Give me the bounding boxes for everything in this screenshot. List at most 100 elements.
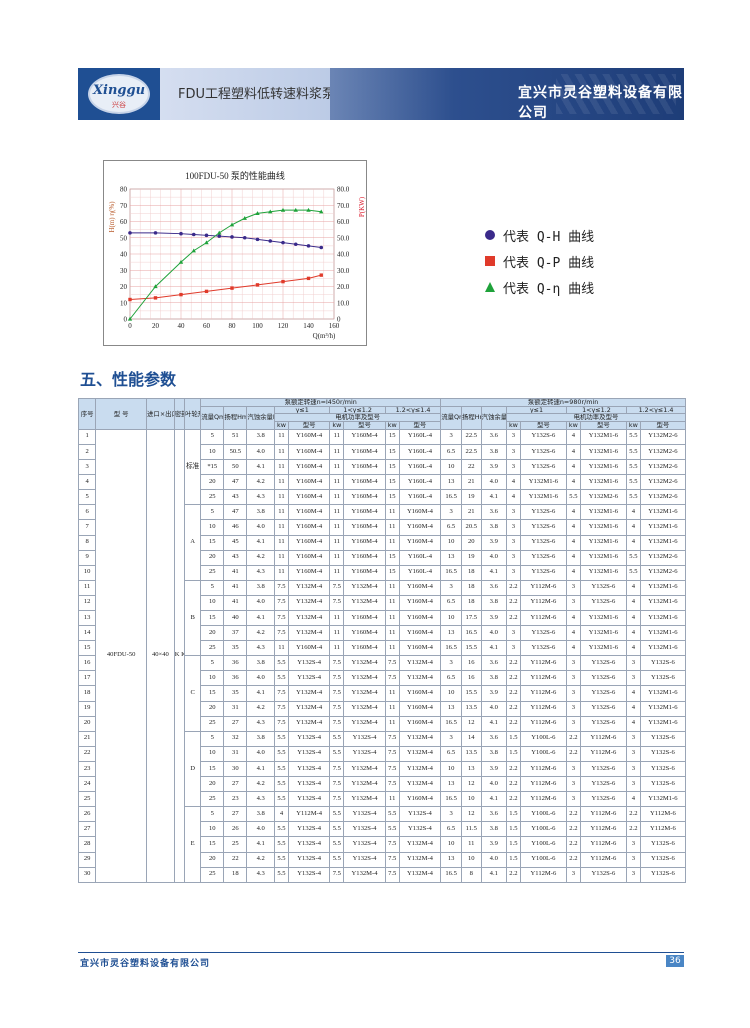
table-cell: 35 <box>223 640 248 657</box>
table-cell: 3.8 <box>246 730 276 747</box>
table-cell: Y132S-4 <box>287 821 331 838</box>
header-motor: 电机功率及型号 <box>274 413 442 423</box>
table-cell: 27 <box>223 806 248 823</box>
table-cell: 8 <box>461 866 482 883</box>
table-cell: 2.2 <box>565 836 581 853</box>
table-cell: 5.5 <box>329 730 345 747</box>
table-cell: 5.5 <box>625 564 641 581</box>
data-point-qh <box>268 239 273 243</box>
table-cell: 3 <box>625 655 641 672</box>
data-point-qeta <box>127 316 133 321</box>
table-cell: 16.5 <box>440 715 462 732</box>
table-cell: 13 <box>461 760 482 778</box>
table-cell: 4 <box>565 428 581 445</box>
table-cell: Y132M1-6 <box>579 564 627 581</box>
data-point-qeta <box>280 207 286 212</box>
table-cell: Y160M-4 <box>287 443 331 461</box>
table-cell: 5.5 <box>329 821 345 838</box>
table-cell: 25 <box>200 564 225 581</box>
table-cell: 5.5 <box>274 836 289 853</box>
table-cell: 11 <box>329 549 345 566</box>
table-cell: 2.2 <box>505 609 521 627</box>
table-cell: 4 <box>565 443 581 461</box>
table-cell: Y132M-4 <box>287 579 331 596</box>
table-cell: Y132M-4 <box>398 730 442 747</box>
table-cell: 11 <box>384 640 400 657</box>
table-cell: 6.5 <box>440 519 462 536</box>
table-cell: *15 <box>200 459 225 476</box>
table-cell: 7.5 <box>329 579 345 596</box>
table-cell: 3 <box>625 836 641 853</box>
table-cell: Y132M2-6 <box>639 474 687 491</box>
table-cell: 3 <box>505 504 521 521</box>
table-cell: Y160M-4 <box>398 715 442 732</box>
table-cell: Y132S-6 <box>519 549 567 566</box>
table-cell: 5.5 <box>329 745 345 762</box>
table-cell: Y132M-4 <box>343 791 386 808</box>
table-cell: 10 <box>440 760 462 778</box>
y-tick-label-right: 0 <box>337 316 341 324</box>
table-cell: 15 <box>200 836 225 853</box>
table-cell: Y160M-4 <box>287 640 331 657</box>
table-cell: 10 <box>200 745 225 762</box>
header-gamma-14: 1.2<γ≤1.4 <box>384 405 442 415</box>
table-cell: 2.2 <box>565 745 581 762</box>
table-cell: Y132M1-6 <box>639 625 687 642</box>
header-kw: kw <box>329 421 345 430</box>
table-cell: Y132M1-6 <box>639 504 687 521</box>
table-cell: 43 <box>223 549 248 566</box>
table-cell: Y160M-4 <box>343 504 386 521</box>
table-cell: 10 <box>440 685 462 702</box>
table-cell: Y160M-4 <box>398 700 442 717</box>
table-cell: 6.5 <box>440 594 462 612</box>
table-cell: 3.8 <box>246 504 276 521</box>
table-cell: 3.9 <box>480 459 507 476</box>
table-cell: 11 <box>274 549 289 566</box>
table-cell: 3 <box>565 685 581 702</box>
table-cell: Y160M-4 <box>287 504 331 521</box>
table-cell: 4.0 <box>246 670 276 687</box>
header-type: 型号 <box>639 421 687 430</box>
table-cell: Y132M-4 <box>398 655 442 672</box>
table-cell: Y132S-6 <box>519 564 567 581</box>
table-cell: Y112M-6 <box>519 715 567 732</box>
table-cell: 50 <box>223 459 248 476</box>
table-cell: 10 <box>440 609 462 627</box>
table-cell: 6.5 <box>440 670 462 687</box>
table-cell: 30 <box>223 760 248 778</box>
header-inout: 进口×出口mm <box>146 398 175 430</box>
table-cell: 3 <box>505 640 521 657</box>
table-cell: 41 <box>223 564 248 581</box>
table-cell: 16.5 <box>440 564 462 581</box>
table-cell-seq: 1 <box>77 428 97 445</box>
y-axis-label-right: P(KW) <box>358 196 366 217</box>
data-point-qp <box>255 283 260 287</box>
table-cell: 11 <box>329 625 345 642</box>
header-gamma-1-2: γ≤1 <box>505 405 567 415</box>
table-cell: 3.8 <box>480 670 507 687</box>
table-cell: 4.0 <box>480 625 507 642</box>
table-cell: Y160M-4 <box>343 428 386 445</box>
table-cell-seq: 23 <box>77 760 97 778</box>
table-cell: 11 <box>274 428 289 445</box>
table-cell: 11 <box>384 791 400 808</box>
table-cell: 3.9 <box>480 685 507 702</box>
header-decoration <box>556 74 676 114</box>
data-point-qp <box>179 292 183 297</box>
table-cell: Y132S-6 <box>579 760 627 778</box>
data-point-qh <box>242 235 247 240</box>
table-cell: Y112M-6 <box>579 745 627 762</box>
table-cell: Y160M-4 <box>398 609 442 627</box>
table-cell: 7.5 <box>329 594 345 612</box>
table-cell: Y132M1-6 <box>579 534 627 551</box>
table-cell-inout: 40×40 <box>146 428 175 883</box>
table-cell: 2.2 <box>505 670 521 687</box>
table-cell: 3 <box>625 776 641 793</box>
table-cell: Y160M-4 <box>287 474 331 491</box>
table-cell: 18 <box>223 866 248 883</box>
y-tick-label-left: 70 <box>120 202 128 210</box>
table-cell: 25 <box>200 489 225 506</box>
table-cell: 5.5 <box>274 866 289 883</box>
table-cell: 19 <box>461 549 482 566</box>
table-cell: Y132S-6 <box>639 655 687 672</box>
